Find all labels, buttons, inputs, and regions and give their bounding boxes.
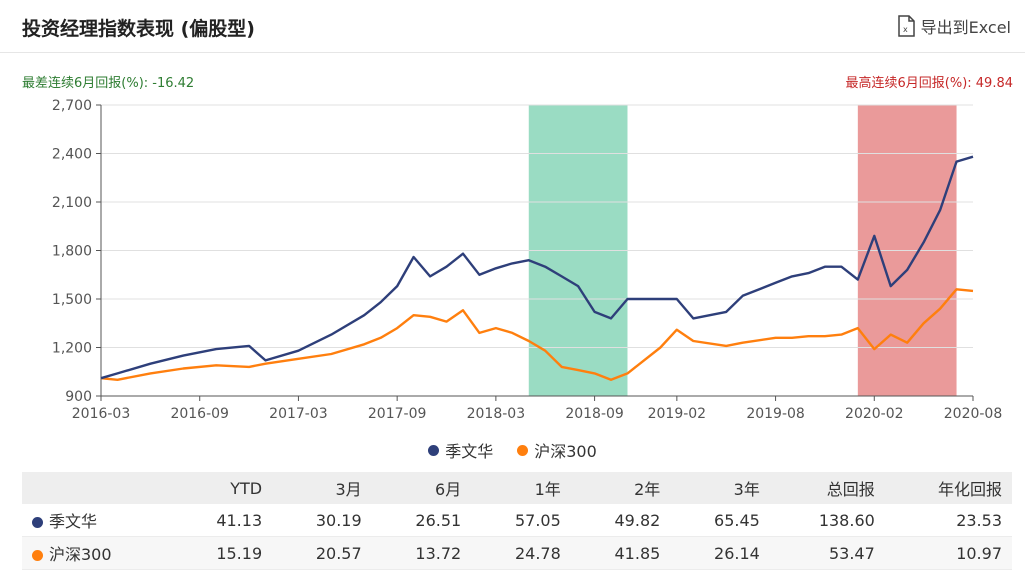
- legend-item-manager[interactable]: 季文华: [428, 438, 493, 462]
- header-cell: 总回报: [826, 480, 875, 499]
- header-cell: 3月: [335, 480, 362, 499]
- table-cell: 53.47: [769, 536, 885, 570]
- series-dot-manager: [32, 517, 43, 528]
- series-line-manager: [100, 155, 974, 380]
- table-cell: 57.05: [471, 504, 571, 537]
- series-dot-index: [32, 550, 43, 561]
- table-cell: 26.51: [371, 504, 472, 537]
- header-cell: [22, 472, 173, 504]
- performance-chart: 900 1,200 1,500 1,800 2,100 2,400 2,700 2016-03…: [52, 98, 1003, 422]
- legend-dot-index: [517, 444, 529, 456]
- series-line-index: [100, 288, 974, 381]
- x-tick-label: 2020-02: [845, 406, 904, 422]
- legend-dot-manager: [428, 444, 440, 456]
- table-cell: 13.72: [371, 536, 472, 570]
- x-tick-label: 2019-02: [648, 406, 707, 422]
- table-row: 沪深300 15.19 20.57 13.72 24.78 41.85 26.1…: [22, 536, 1012, 570]
- chart-legend: 季文华 沪深300: [0, 438, 1025, 462]
- table-cell: 23.53: [884, 504, 1012, 537]
- y-tick-label: 2,700: [52, 98, 92, 114]
- table-row: 季文华 41.13 30.19 26.51 57.05 49.82 65.45 …: [22, 504, 1012, 537]
- header-cell: 2年: [634, 480, 661, 499]
- row-name: 沪深300: [49, 545, 112, 564]
- header-cell: YTD: [230, 478, 263, 498]
- row-name-cell: 季文华: [22, 504, 173, 537]
- row-name-cell: 沪深300: [22, 536, 173, 570]
- header-cell: 3年: [733, 480, 760, 499]
- table-cell: 30.19: [272, 504, 372, 537]
- table-cell: 41.13: [172, 504, 273, 537]
- header-cell: 年化回报: [937, 480, 1002, 499]
- export-excel-button[interactable]: x 导出到Excel: [897, 14, 1011, 38]
- table-cell: 41.85: [570, 536, 671, 570]
- table-header-row: YTD 3月 6月 1年 2年 3年 总回报 年化回报: [22, 472, 1012, 504]
- table-cell: 26.14: [670, 536, 770, 570]
- table-cell: 138.60: [769, 504, 885, 537]
- x-tick-label: 2017-09: [368, 406, 427, 422]
- best-6m-return: 最高连续6月回报(%): 49.84: [845, 76, 1014, 91]
- excel-file-icon: x: [897, 15, 915, 37]
- header-cell: 1年: [534, 480, 561, 499]
- table-cell: 20.57: [272, 536, 372, 570]
- export-label: 导出到Excel: [920, 18, 1011, 37]
- table-cell: 65.45: [670, 504, 770, 537]
- page-title: 投资经理指数表现 (偏股型): [22, 18, 255, 40]
- y-tick-label: 1,800: [52, 244, 92, 260]
- table-cell: 49.82: [570, 504, 671, 537]
- x-tick-label: 2020-08: [944, 406, 1003, 422]
- x-tick-label: 2019-08: [746, 406, 805, 422]
- x-tick-label: 2016-09: [170, 406, 229, 422]
- y-tick-label: 2,100: [52, 195, 92, 211]
- x-tick-label: 2018-03: [467, 406, 526, 422]
- returns-table: YTD 3月 6月 1年 2年 3年 总回报 年化回报 季文华 41.13 30…: [22, 472, 1012, 570]
- table-cell: 24.78: [471, 536, 571, 570]
- table-cell: 15.19: [172, 536, 273, 570]
- svg-text:x: x: [903, 25, 908, 34]
- worst-6m-return: 最差连续6月回报(%): -16.42: [22, 76, 195, 91]
- y-tick-label: 1,200: [52, 341, 92, 357]
- y-tick-label: 1,500: [52, 292, 92, 308]
- x-tick-label: 2018-09: [565, 406, 624, 422]
- row-name: 季文华: [49, 512, 98, 531]
- table-cell: 10.97: [884, 536, 1012, 570]
- legend-label-index: 沪深300: [534, 442, 597, 461]
- y-tick-label: 2,400: [52, 147, 92, 163]
- x-tick-label: 2016-03: [72, 406, 131, 422]
- y-tick-label: 900: [65, 389, 92, 405]
- panel-header: 投资经理指数表现 (偏股型) x 导出到Excel: [0, 0, 1025, 53]
- legend-item-index[interactable]: 沪深300: [517, 438, 597, 462]
- header-cell: 6月: [435, 480, 462, 499]
- x-tick-label: 2017-03: [269, 406, 328, 422]
- legend-label-manager: 季文华: [445, 442, 494, 461]
